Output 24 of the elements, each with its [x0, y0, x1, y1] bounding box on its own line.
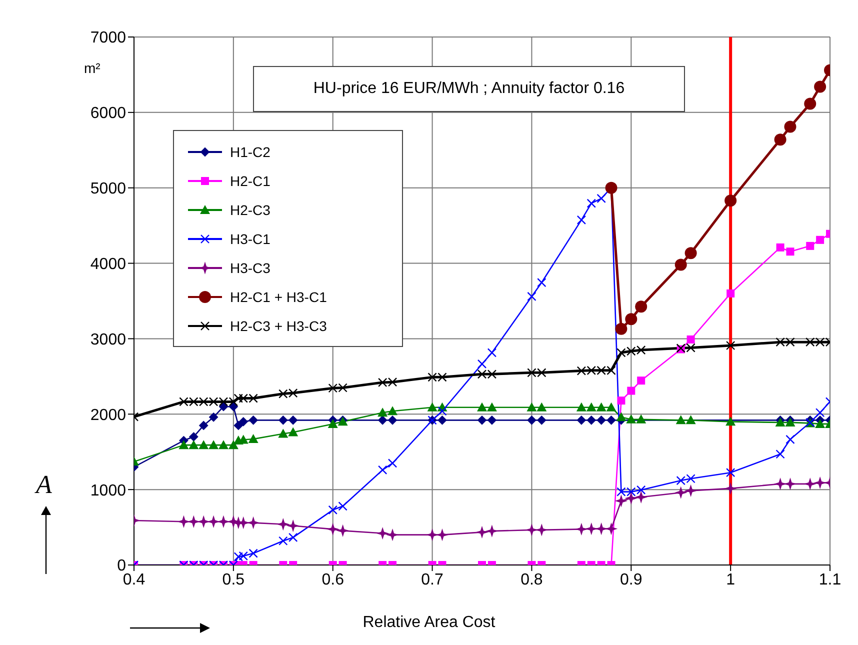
- legend-label: H3-C1: [230, 230, 270, 246]
- x-tick-label: 1.1: [818, 571, 842, 588]
- x-tick-label: 0.8: [520, 571, 543, 588]
- legend-label: H2-C3 + H3-C3: [230, 318, 327, 334]
- y-tick-label: 5000: [90, 180, 126, 198]
- y-axis-title: A: [36, 470, 52, 500]
- x-tick-label: 0.9: [620, 571, 642, 588]
- legend-label: H3-C3: [230, 260, 270, 276]
- legend-label: H2-C1 + H3-C1: [230, 288, 327, 304]
- y-tick-label: 1000: [90, 482, 126, 500]
- y-tick-label: 4000: [90, 256, 126, 273]
- x-tick-label: 0.6: [322, 571, 344, 588]
- y-tick-label: 6000: [90, 105, 126, 122]
- y-tick-label: 7000: [90, 30, 126, 47]
- x-tick-label: 0.5: [222, 571, 245, 588]
- y-tick-label: 3000: [90, 331, 126, 348]
- text: m²: [84, 60, 100, 76]
- legend-label: H1-C2: [230, 144, 270, 160]
- x-axis-title: Relative Area Cost: [362, 614, 496, 631]
- legend-label: H2-C1: [230, 172, 270, 188]
- x-tick-label: 1: [726, 571, 736, 588]
- x-tick-label: 0.7: [421, 571, 444, 588]
- y-tick-label: 2000: [90, 406, 126, 424]
- legend-label: H2-C3: [230, 202, 270, 218]
